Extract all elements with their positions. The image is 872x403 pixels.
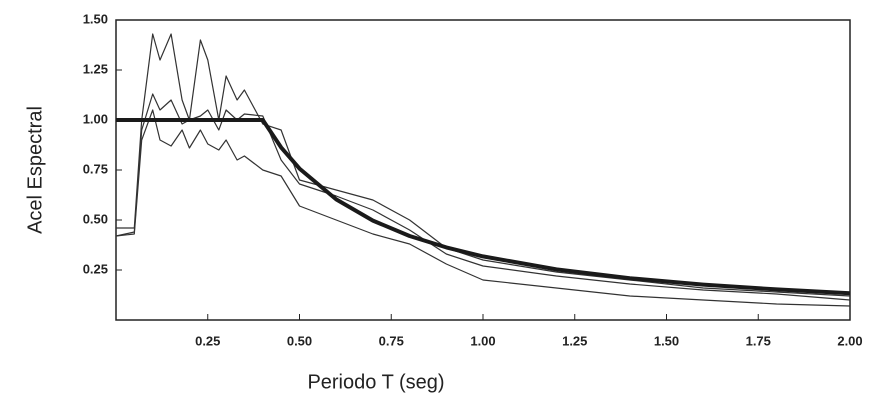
x-tick-label: 0.50	[287, 333, 312, 348]
x-tick-label: 2.00	[837, 333, 862, 348]
series-line	[116, 118, 851, 296]
x-tick-label: 0.25	[195, 333, 220, 348]
y-tick-label: 1.50	[83, 11, 108, 26]
x-tick-label: 1.00	[470, 333, 495, 348]
y-tick-label: 1.00	[83, 111, 108, 126]
series-line	[115, 109, 851, 307]
x-tick-label: 1.25	[562, 333, 587, 348]
x-tick-label: 1.50	[654, 333, 679, 348]
x-axis-label: Periodo T (seg)	[307, 371, 444, 393]
y-tick-label: 0.25	[83, 261, 108, 276]
x-tick-label: 0.75	[379, 333, 404, 348]
y-tick-label: 1.25	[83, 61, 108, 76]
series-line	[115, 93, 851, 301]
plot-frame	[115, 19, 851, 321]
series-line	[116, 33, 851, 297]
y-tick-label: 0.75	[83, 161, 108, 176]
y-axis-label: Acel Espectral	[24, 106, 46, 234]
y-tick-label: 0.50	[83, 211, 108, 226]
x-tick-label: 1.75	[746, 333, 771, 348]
